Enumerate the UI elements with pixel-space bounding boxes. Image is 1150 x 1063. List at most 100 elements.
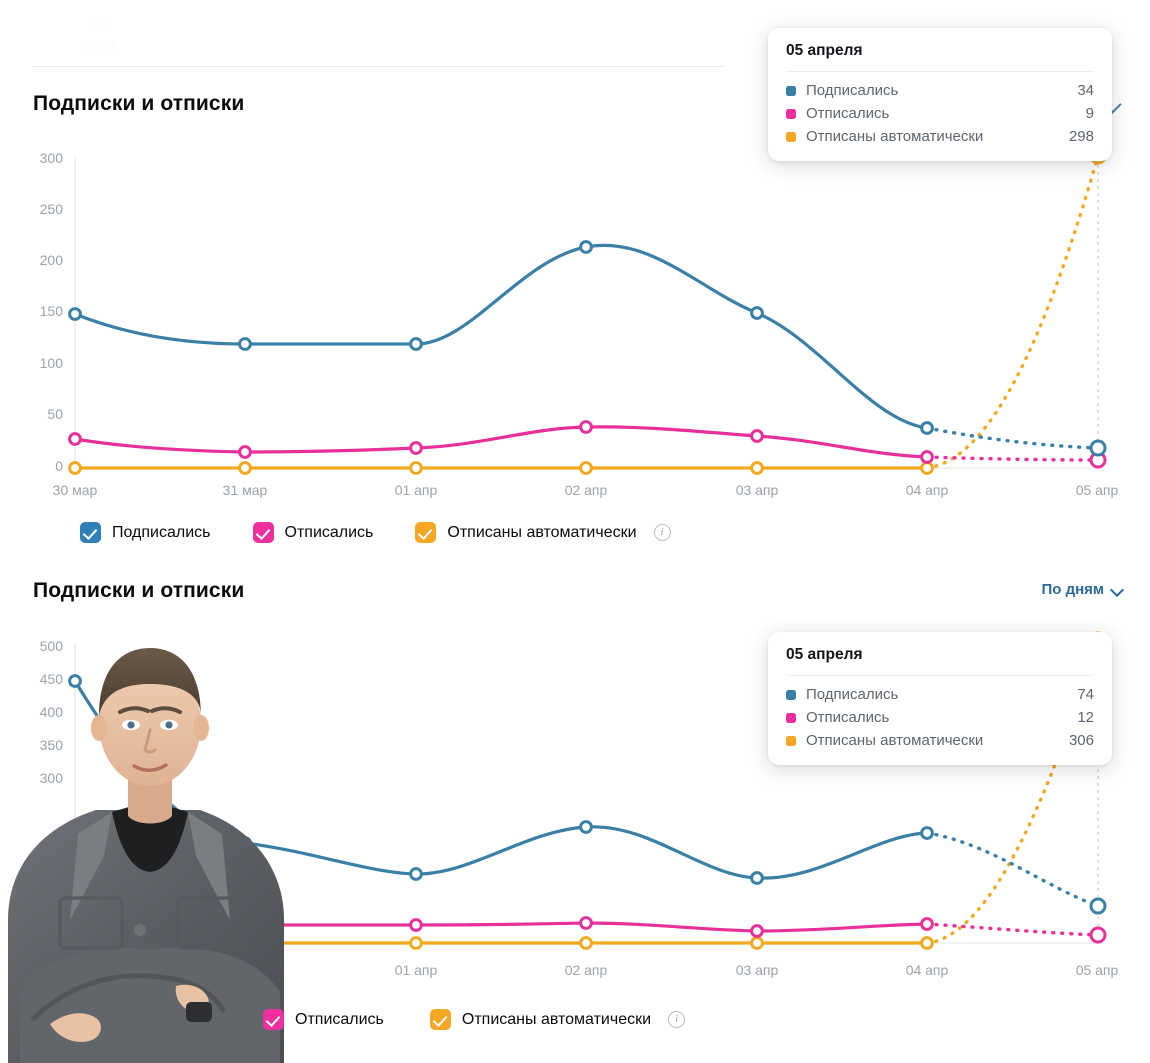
x-tick-label: 02 апр — [565, 962, 608, 978]
y-tick-label: 0 — [55, 458, 63, 474]
series-markers-subscribed — [68, 674, 1107, 915]
ear-left — [91, 715, 107, 741]
series-color-swatch — [786, 735, 796, 746]
legend-label: Отписались — [284, 523, 374, 541]
page-title-subscriptions-2: Подписки и отписки — [33, 579, 245, 602]
checkbox-checked-icon[interactable] — [429, 1009, 451, 1030]
checkbox-checked-icon[interactable] — [415, 522, 437, 543]
tooltip-series-name: Подписались — [806, 82, 899, 99]
tooltip-row: Отписаны автоматически 306 — [786, 729, 1094, 752]
y-tick-label: 200 — [40, 252, 64, 268]
x-tick-label: 31 мар — [223, 482, 268, 498]
ear-right — [193, 715, 209, 741]
tooltip-row: Отписаны автоматически 298 — [786, 125, 1094, 148]
tooltip-series-value: 74 — [1077, 686, 1094, 703]
period-selector-label: По дням — [1041, 581, 1104, 598]
chart-1-tooltip: 05 апреля Подписались 34 Отписались 9 От… — [768, 28, 1112, 161]
info-icon[interactable]: i — [668, 1011, 686, 1028]
chevron-down-icon — [1111, 583, 1124, 596]
hair — [99, 648, 201, 716]
series-line-unsubscribed-forecast — [925, 922, 1100, 937]
checkbox-checked-icon[interactable] — [263, 1009, 284, 1030]
tooltip-series-value: 298 — [1068, 128, 1094, 145]
legend-label: Отписаны автоматически — [461, 1010, 652, 1028]
series-line-subscribed-forecast — [925, 426, 1100, 450]
mouth — [132, 763, 168, 772]
x-tick-label: 03 апр — [736, 482, 779, 498]
chart-2-tooltip: 05 апреля Подписались 74 Отписались 12 О… — [768, 632, 1112, 765]
x-tick-label: 02 апр — [565, 482, 608, 498]
series-color-swatch — [786, 712, 796, 723]
tooltip-divider — [786, 71, 1094, 72]
tooltip-series-name: Отписаны автоматически — [806, 128, 984, 145]
ghost-text-line2: 500 — [86, 38, 116, 57]
legend-item-unsubscribed[interactable]: Отписались — [252, 522, 374, 543]
legend-label: Отписаны автоматически — [447, 523, 637, 541]
tooltip-row: Отписались 9 — [786, 102, 1094, 125]
series-color-swatch — [786, 689, 796, 700]
y-tick-label: 500 — [40, 638, 64, 654]
y-tick-label: 300 — [40, 150, 64, 166]
eyebrow-left — [118, 706, 150, 714]
pocket-left — [58, 896, 124, 950]
ghost-text-line1: 1 1 — [92, 14, 112, 29]
iris-left — [127, 721, 135, 729]
chart-2-legend: Отписались Отписаны автоматически i — [263, 1009, 686, 1030]
y-tick-label: 450 — [40, 671, 64, 687]
y-tick-label: 250 — [40, 201, 64, 217]
series-color-swatch — [786, 85, 796, 96]
x-tick-label: 03 апр — [736, 962, 779, 978]
legend-item-auto-unsubscribed[interactable]: Отписаны автоматически i — [429, 1009, 686, 1030]
x-tick-label: 01 апр — [395, 962, 438, 978]
checkbox-checked-icon[interactable] — [252, 522, 274, 543]
period-selector[interactable]: По дням — [1041, 581, 1124, 598]
legend-label: Отписались — [295, 1010, 384, 1028]
hand-left — [50, 1013, 101, 1043]
legend-item-auto-unsubscribed[interactable]: Отписаны автоматически i — [415, 522, 671, 543]
series-line-subscribed — [73, 243, 929, 430]
x-tick-label: 05 апр — [1076, 482, 1119, 498]
wristwatch — [186, 1002, 212, 1022]
nose — [143, 728, 157, 754]
page-title-subscriptions-1: Подписки и отписки — [33, 92, 245, 115]
x-tick-label: 01 апр — [395, 482, 438, 498]
legend-item-unsubscribed[interactable]: Отписались — [263, 1009, 384, 1030]
person-photo-overlay — [0, 620, 300, 1063]
section-divider — [33, 66, 725, 67]
pocket-right — [176, 896, 242, 950]
series-markers-subscribed — [68, 240, 1107, 457]
y-tick-label: 50 — [47, 406, 63, 422]
series-line-unsubscribed-forecast — [925, 455, 1100, 462]
chart-1-svg: 300 250 200 150 100 50 0 30 мар 31 мар 0… — [40, 147, 1119, 498]
y-tick-label: 100 — [40, 355, 64, 371]
arm-seam — [30, 973, 227, 1022]
tooltip-date: 05 апреля — [786, 42, 863, 59]
y-tick-label: 300 — [40, 770, 64, 786]
tooltip-series-value: 12 — [1077, 709, 1094, 726]
y-tick-label: 150 — [40, 303, 64, 319]
info-icon[interactable]: i — [653, 524, 671, 541]
eyebrow-right — [150, 706, 182, 714]
tooltip-divider — [786, 675, 1094, 676]
series-line-auto-unsubscribed-forecast — [925, 154, 1100, 470]
tooltip-series-value: 9 — [1085, 105, 1094, 122]
chart-subscriptions-daily-1[interactable]: 300 250 200 150 100 50 0 30 мар 31 мар 0… — [0, 140, 1150, 505]
iris-right — [165, 721, 173, 729]
tooltip-row: Подписались 74 — [786, 683, 1094, 706]
legend-item-subscribed[interactable]: Подписались — [80, 522, 211, 543]
x-tick-label: 30 мар — [53, 482, 98, 498]
series-color-swatch — [786, 131, 796, 142]
tooltip-series-name: Отписаны автоматически — [806, 732, 984, 749]
x-tick-label: 04 апр — [906, 482, 949, 498]
tooltip-row: Подписались 34 — [786, 79, 1094, 102]
y-tick-label: 350 — [40, 737, 64, 753]
x-tick-label: 04 апр — [906, 962, 949, 978]
face — [99, 662, 201, 786]
series-color-swatch — [786, 108, 796, 119]
series-line-subscribed-forecast — [925, 831, 1100, 908]
person-photo — [8, 648, 284, 1063]
checkbox-checked-icon[interactable] — [80, 522, 101, 543]
x-tick-label: 05 апр — [1076, 962, 1119, 978]
legend-label: Подписались — [112, 523, 211, 541]
